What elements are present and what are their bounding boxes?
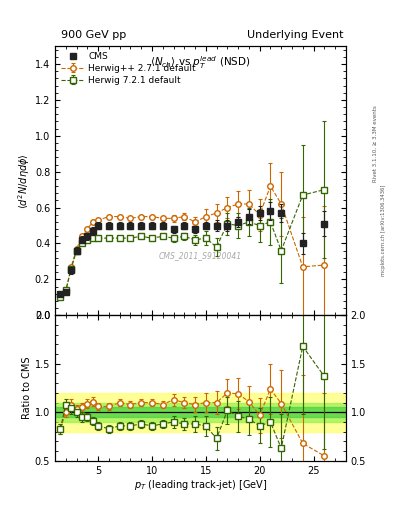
Text: CMS_2011_S9120041: CMS_2011_S9120041 (159, 251, 242, 261)
Legend: CMS, Herwig++ 2.7.1 default, Herwig 7.2.1 default: CMS, Herwig++ 2.7.1 default, Herwig 7.2.… (59, 51, 198, 87)
Text: Rivet 3.1.10, ≥ 3.3M events: Rivet 3.1.10, ≥ 3.3M events (373, 105, 378, 182)
Text: 900 GeV pp: 900 GeV pp (61, 30, 126, 40)
Y-axis label: Ratio to CMS: Ratio to CMS (22, 357, 32, 419)
X-axis label: $p_T$ (leading track-jet) [GeV]: $p_T$ (leading track-jet) [GeV] (134, 478, 267, 493)
Y-axis label: $\langle d^2 N/d\eta d\phi \rangle$: $\langle d^2 N/d\eta d\phi \rangle$ (16, 153, 32, 208)
Text: Underlying Event: Underlying Event (247, 30, 344, 40)
Text: $\langle N_{ch}\rangle$ vs $p_T^{lead}$ (NSD): $\langle N_{ch}\rangle$ vs $p_T^{lead}$ … (150, 54, 251, 71)
Text: mcplots.cern.ch [arXiv:1306.3436]: mcplots.cern.ch [arXiv:1306.3436] (381, 185, 386, 276)
